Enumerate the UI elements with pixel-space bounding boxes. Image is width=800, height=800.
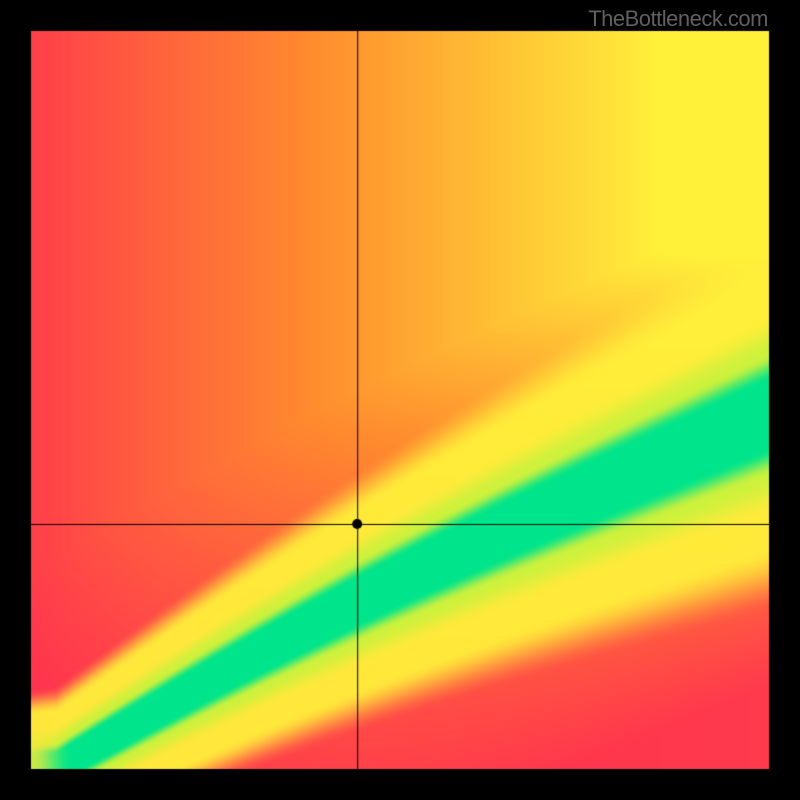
bottleneck-heatmap	[0, 0, 800, 800]
watermark-text: TheBottleneck.com	[588, 6, 768, 32]
